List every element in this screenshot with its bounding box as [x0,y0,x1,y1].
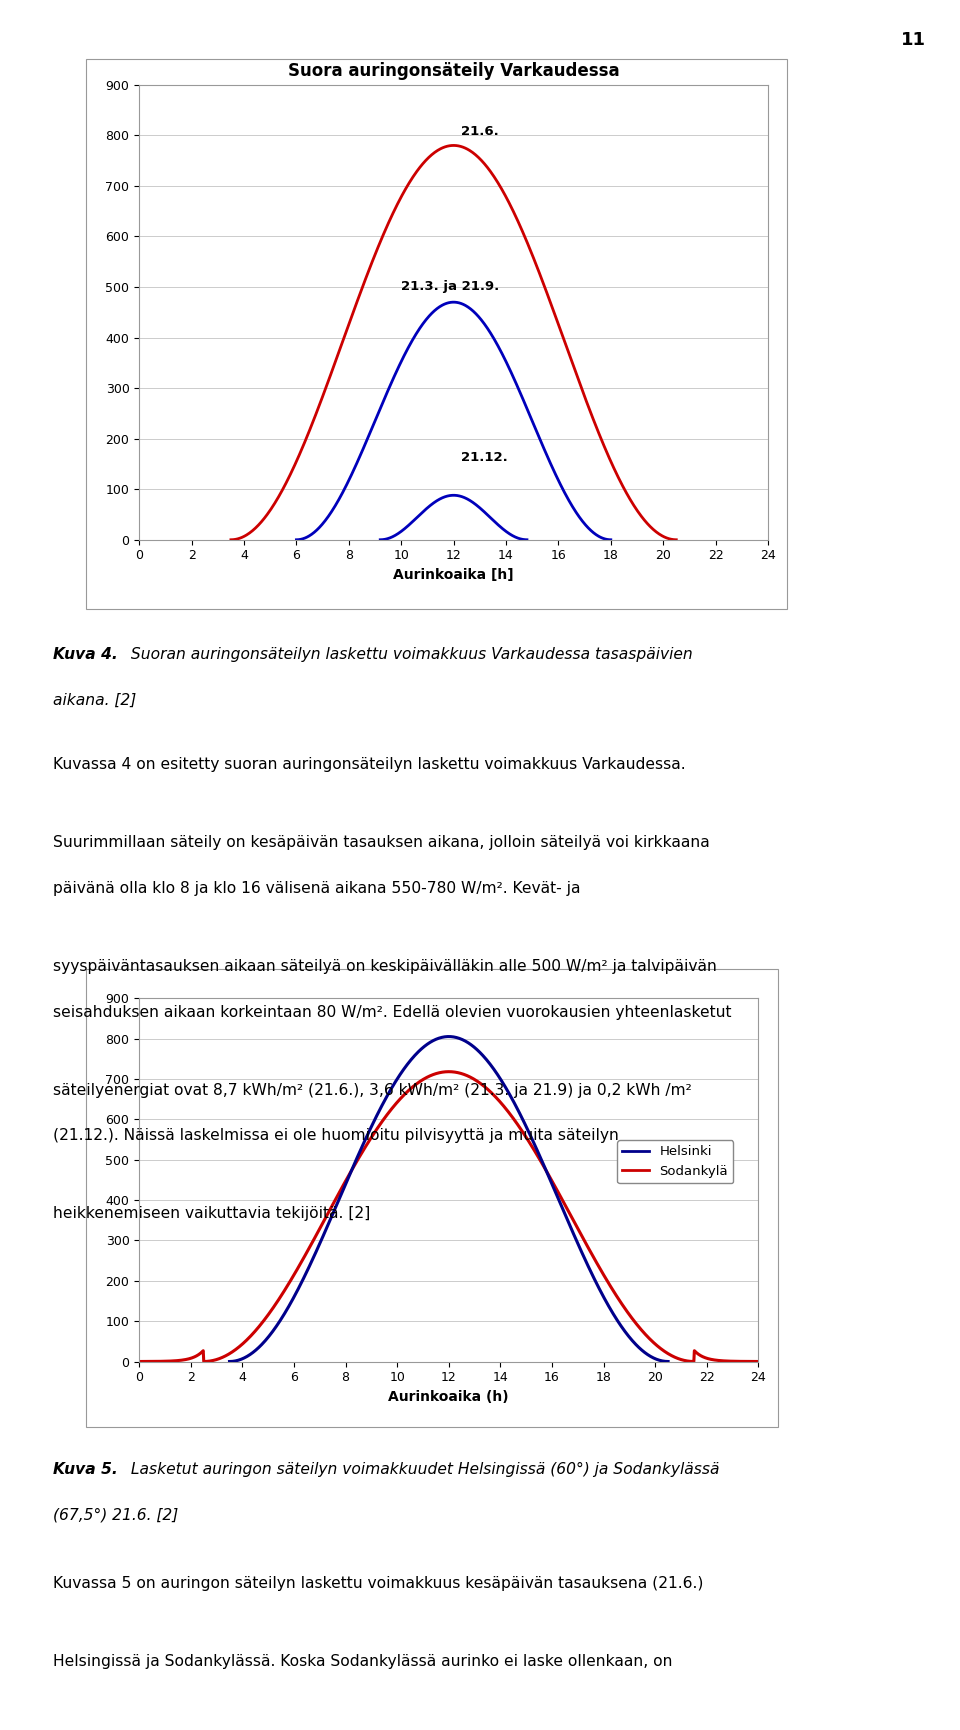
Text: säteilyenergiat ovat 8,7 kWh/m² (21.6.), 3,6 kWh/m² (21.3. ja 21.9) ja 0,2 kWh /: säteilyenergiat ovat 8,7 kWh/m² (21.6.),… [53,1083,691,1097]
Text: aikana. [2]: aikana. [2] [53,692,136,708]
X-axis label: Aurinkoaika (h): Aurinkoaika (h) [389,1389,509,1403]
Text: Kuva 5.: Kuva 5. [53,1462,117,1477]
Text: 21.6.: 21.6. [462,125,499,138]
Text: Suoran auringonsäteilyn laskettu voimakkuus Varkaudessa tasaspäivien: Suoran auringonsäteilyn laskettu voimakk… [126,647,692,663]
Text: seisahduksen aikaan korkeintaan 80 W/m². Edellä olevien vuorokausien yhteenlaske: seisahduksen aikaan korkeintaan 80 W/m².… [53,1005,732,1019]
Text: Suurimmillaan säteily on kesäpäivän tasauksen aikana, jolloin säteilyä voi kirkk: Suurimmillaan säteily on kesäpäivän tasa… [53,836,709,849]
Text: Kuvassa 5 on auringon säteilyn laskettu voimakkuus kesäpäivän tasauksena (21.6.): Kuvassa 5 on auringon säteilyn laskettu … [53,1576,703,1592]
Title: Suora auringonsäteily Varkaudessa: Suora auringonsäteily Varkaudessa [288,62,619,80]
Text: 21.3. ja 21.9.: 21.3. ja 21.9. [401,280,499,292]
Text: (67,5°) 21.6. [2]: (67,5°) 21.6. [2] [53,1507,178,1522]
Text: heikkenemiseen vaikuttavia tekijöitä. [2]: heikkenemiseen vaikuttavia tekijöitä. [2… [53,1206,370,1221]
Text: Lasketut auringon säteilyn voimakkuudet Helsingissä (60°) ja Sodankylässä: Lasketut auringon säteilyn voimakkuudet … [126,1462,719,1477]
Text: Kuvassa 4 on esitetty suoran auringonsäteilyn laskettu voimakkuus Varkaudessa.: Kuvassa 4 on esitetty suoran auringonsät… [53,758,685,772]
Text: 21.12.: 21.12. [462,452,508,464]
Text: Helsingissä ja Sodankylässä. Koska Sodankylässä aurinko ei laske ollenkaan, on: Helsingissä ja Sodankylässä. Koska Sodan… [53,1654,672,1669]
X-axis label: Aurinkoaika [h]: Aurinkoaika [h] [394,567,514,581]
Text: päivänä olla klo 8 ja klo 16 välisenä aikana 550-780 W/m². Kevät- ja: päivänä olla klo 8 ja klo 16 välisenä ai… [53,881,580,896]
Legend: Helsinki, Sodankylä: Helsinki, Sodankylä [617,1140,733,1183]
Text: (21.12.). Näissä laskelmissa ei ole huomioitu pilvisyyttä ja muita säteilyn: (21.12.). Näissä laskelmissa ei ole huom… [53,1128,618,1144]
Text: syyspäiväntasauksen aikaan säteilyä on keskipäivälläkin alle 500 W/m² ja talvipä: syyspäiväntasauksen aikaan säteilyä on k… [53,958,717,974]
Text: 11: 11 [901,31,926,48]
Text: Kuva 4.: Kuva 4. [53,647,117,663]
